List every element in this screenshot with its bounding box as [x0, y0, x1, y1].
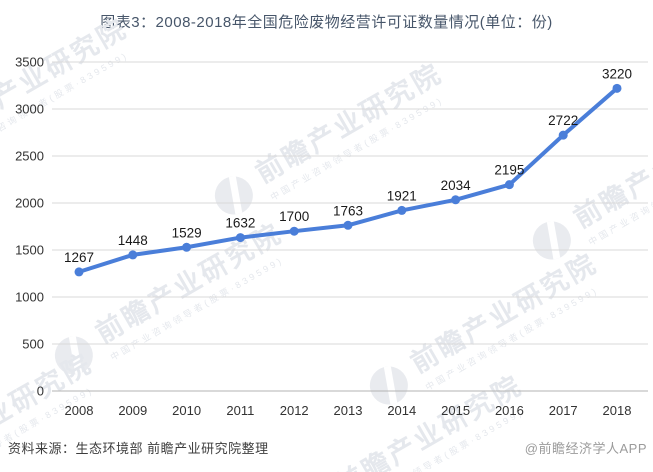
data-label: 1921 [387, 188, 417, 203]
x-tick-label: 2008 [65, 403, 94, 418]
data-point [235, 233, 245, 243]
x-axis-labels: 2008 2009 2010 2011 2012 2013 2014 2015 2016 2017… [65, 403, 632, 418]
data-label: 2034 [441, 178, 472, 193]
x-tick-label: 2012 [280, 403, 309, 418]
data-labels: 1267 1448 1529 1632 1700 1763 1921 2034 2195 2722… [64, 66, 632, 265]
data-point [128, 250, 138, 260]
data-point [343, 220, 353, 230]
y-tick-label: 1500 [15, 243, 44, 258]
data-point [397, 205, 407, 215]
y-tick-label: 1000 [15, 290, 44, 305]
data-label: 1267 [64, 250, 94, 265]
data-label: 1632 [225, 216, 255, 231]
data-label: 3220 [602, 66, 632, 81]
data-point [558, 130, 568, 140]
y-axis-labels: 0 500 1000 1500 2000 2500 3000 3500 [15, 55, 44, 399]
data-label: 1448 [118, 233, 148, 248]
data-point [612, 83, 622, 93]
x-tick-label: 2011 [226, 403, 254, 418]
data-point [182, 242, 192, 252]
source-note: 资料来源：生态环境部 前瞻产业研究院整理 [8, 441, 269, 456]
y-tick-label: 2500 [15, 149, 44, 164]
y-tick-label: 0 [37, 384, 44, 399]
data-label: 2722 [548, 113, 578, 128]
data-label: 2195 [494, 163, 524, 178]
x-tick-label: 2009 [118, 403, 147, 418]
y-tick-label: 2000 [15, 196, 44, 211]
data-label: 1529 [172, 225, 202, 240]
x-tick-label: 2018 [603, 403, 632, 418]
x-tick-label: 2014 [387, 403, 416, 418]
data-label: 1763 [333, 203, 363, 218]
x-tick-label: 2016 [495, 403, 524, 418]
x-tick-label: 2010 [172, 403, 201, 418]
series-line [77, 86, 619, 274]
credit-note: @前瞻经济学人APP [524, 441, 647, 456]
x-tick-label: 2013 [334, 403, 363, 418]
y-tick-label: 500 [22, 337, 44, 352]
data-label: 1700 [279, 209, 309, 224]
data-point [74, 267, 84, 277]
gridlines [52, 61, 648, 392]
data-point [451, 195, 461, 205]
x-tick-label: 2017 [549, 403, 578, 418]
chart-title: 图表3：2008-2018年全国危险废物经营许可证数量情况(单位：份) [100, 14, 553, 31]
y-tick-label: 3500 [15, 55, 44, 70]
data-point [289, 226, 299, 236]
y-tick-label: 3000 [15, 102, 44, 117]
markers [74, 83, 622, 277]
x-tick-label: 2015 [441, 403, 470, 418]
data-point [504, 180, 514, 190]
